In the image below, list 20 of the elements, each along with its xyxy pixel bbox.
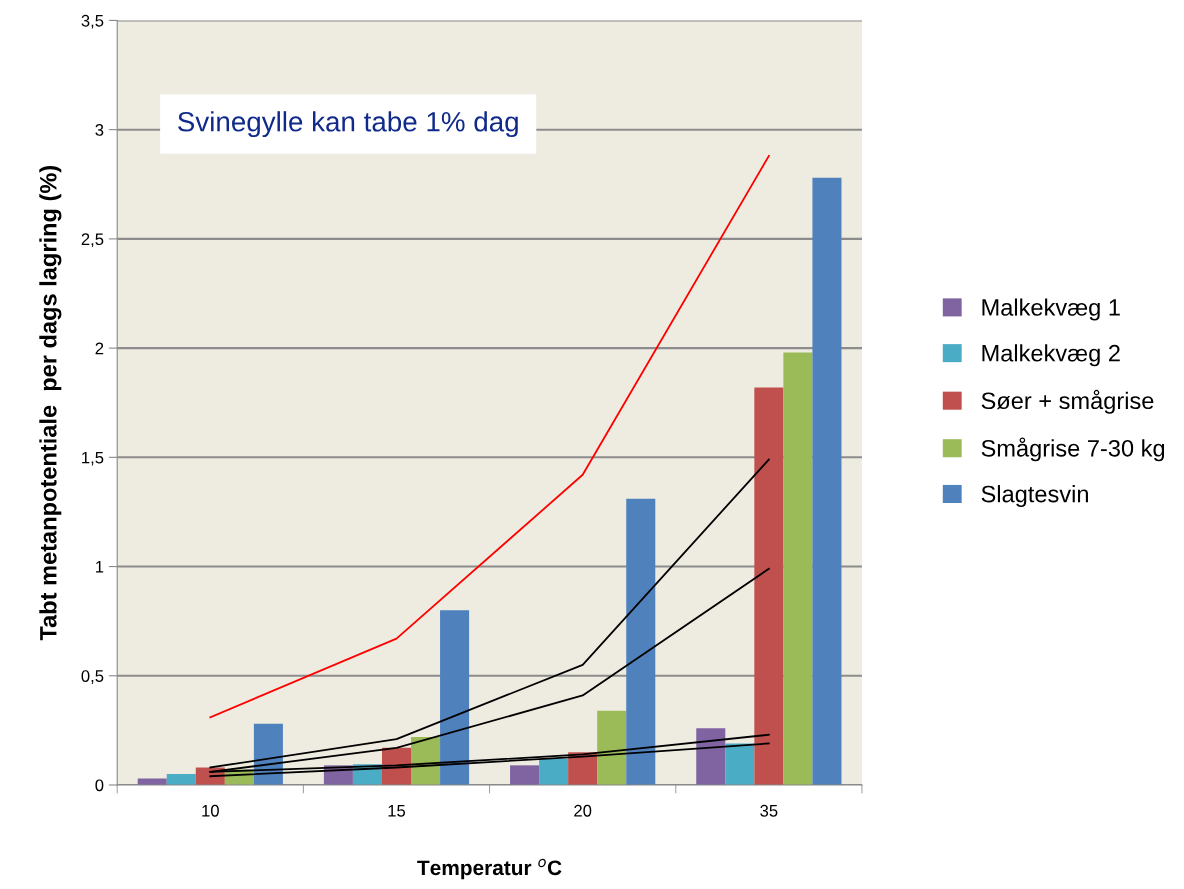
legend-label: Søer + smågrise [981,389,1154,414]
x-tick-label: 10 [202,804,219,817]
x-tick-label: 20 [574,804,592,817]
y-tick-label: 2 [95,342,104,355]
annotation: Svinegylle kan tabe 1% dag [178,111,518,138]
legend-label: Smågrise 7-30 kg [981,437,1165,462]
y-tick-label: 3 [95,124,104,136]
legend-label: Malkekvæg 1 [982,298,1120,321]
y-tick-label: 0 [95,779,104,792]
y-tick-label: 1 [96,561,104,573]
x-tick-label: 15 [388,805,406,817]
x-tick-label: 35 [760,804,778,817]
y-tick-label: 0,5 [81,670,104,684]
y-axis-title: Tabt metanpotentiale per dags lagring (%) [39,165,62,641]
legend-label: Slagtesvin [981,485,1088,508]
x-axis-title: Temperatur $^{o}$C [417,858,562,880]
y-tick-label: 3,5 [81,14,104,29]
legend-label: Malkekvæg 2 [982,344,1120,367]
y-tick-label: 1,5 [82,451,104,466]
y-tick-label: 2,5 [81,233,104,248]
